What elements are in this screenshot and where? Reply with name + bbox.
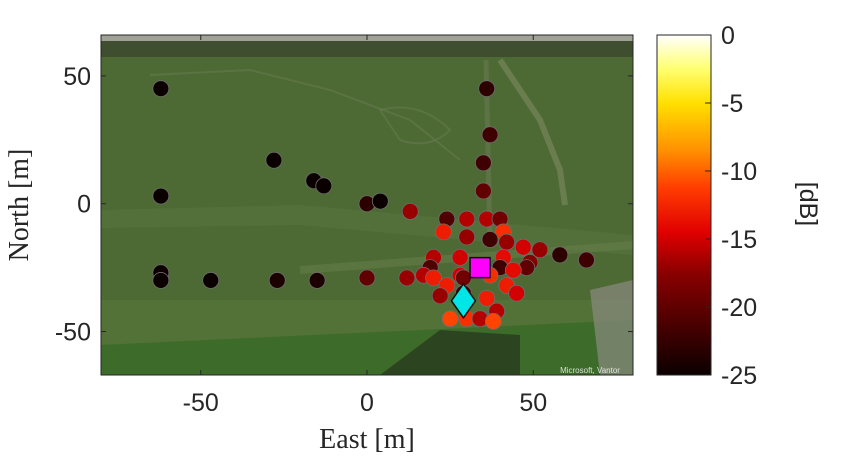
markers xyxy=(450,256,491,320)
map-attribution: Microsoft, Vantor xyxy=(560,366,620,375)
data-point xyxy=(498,233,516,251)
x-tick-label: 0 xyxy=(360,389,374,417)
data-point xyxy=(425,269,442,287)
y-tick-label: -50 xyxy=(55,319,91,347)
x-axis-ticks: -50 0 50 xyxy=(183,35,547,417)
data-point xyxy=(431,287,449,305)
data-point xyxy=(358,269,376,287)
data-point xyxy=(474,182,492,200)
data-point xyxy=(265,151,283,169)
data-point xyxy=(451,249,469,266)
y-axis-label: North [m] xyxy=(4,149,35,262)
data-point xyxy=(152,187,170,205)
data-point xyxy=(478,80,496,98)
data-point xyxy=(578,251,595,269)
data-point xyxy=(152,80,170,98)
data-point xyxy=(531,241,549,259)
colorbar-ticks: 0 -5 -10 -15 -20 -25 xyxy=(705,22,757,390)
data-point xyxy=(441,310,459,328)
data-point xyxy=(514,238,532,256)
data-point xyxy=(401,202,419,220)
colorbar-tick-label: 0 xyxy=(721,22,735,50)
data-point xyxy=(484,312,502,330)
data-point xyxy=(481,231,499,248)
colorbar-tick-label: -10 xyxy=(721,158,757,186)
data-point xyxy=(308,272,326,289)
square-marker xyxy=(469,256,491,279)
diamond-marker xyxy=(450,282,477,320)
data-point xyxy=(458,210,476,228)
data-point xyxy=(202,272,220,289)
data-point xyxy=(435,223,452,241)
data-point xyxy=(504,261,522,279)
x-axis-label: East [m] xyxy=(319,424,415,455)
y-tick-label: 50 xyxy=(63,63,91,91)
x-tick-label: -50 xyxy=(183,389,219,417)
colorbar xyxy=(656,34,712,376)
data-point xyxy=(458,228,476,246)
data-point xyxy=(478,289,496,307)
x-tick-label: 50 xyxy=(519,389,547,417)
colorbar-tick-label: -5 xyxy=(721,90,743,118)
colorbar-tick-label: -25 xyxy=(721,362,757,390)
colorbar-label: [dB] xyxy=(794,182,822,226)
data-point xyxy=(268,272,286,289)
colorbar-tick-label: -20 xyxy=(721,294,757,322)
data-point xyxy=(315,177,333,195)
data-point xyxy=(474,154,492,172)
colorbar-tick-label: -15 xyxy=(721,226,757,254)
data-point xyxy=(152,272,170,289)
y-axis-ticks: 50 0 -50 xyxy=(55,63,633,347)
data-point xyxy=(508,284,526,302)
data-point xyxy=(398,269,416,287)
data-point xyxy=(371,192,389,210)
map-background xyxy=(101,35,633,375)
data-point xyxy=(481,126,499,144)
data-point xyxy=(551,246,569,264)
y-tick-label: 0 xyxy=(77,191,91,219)
